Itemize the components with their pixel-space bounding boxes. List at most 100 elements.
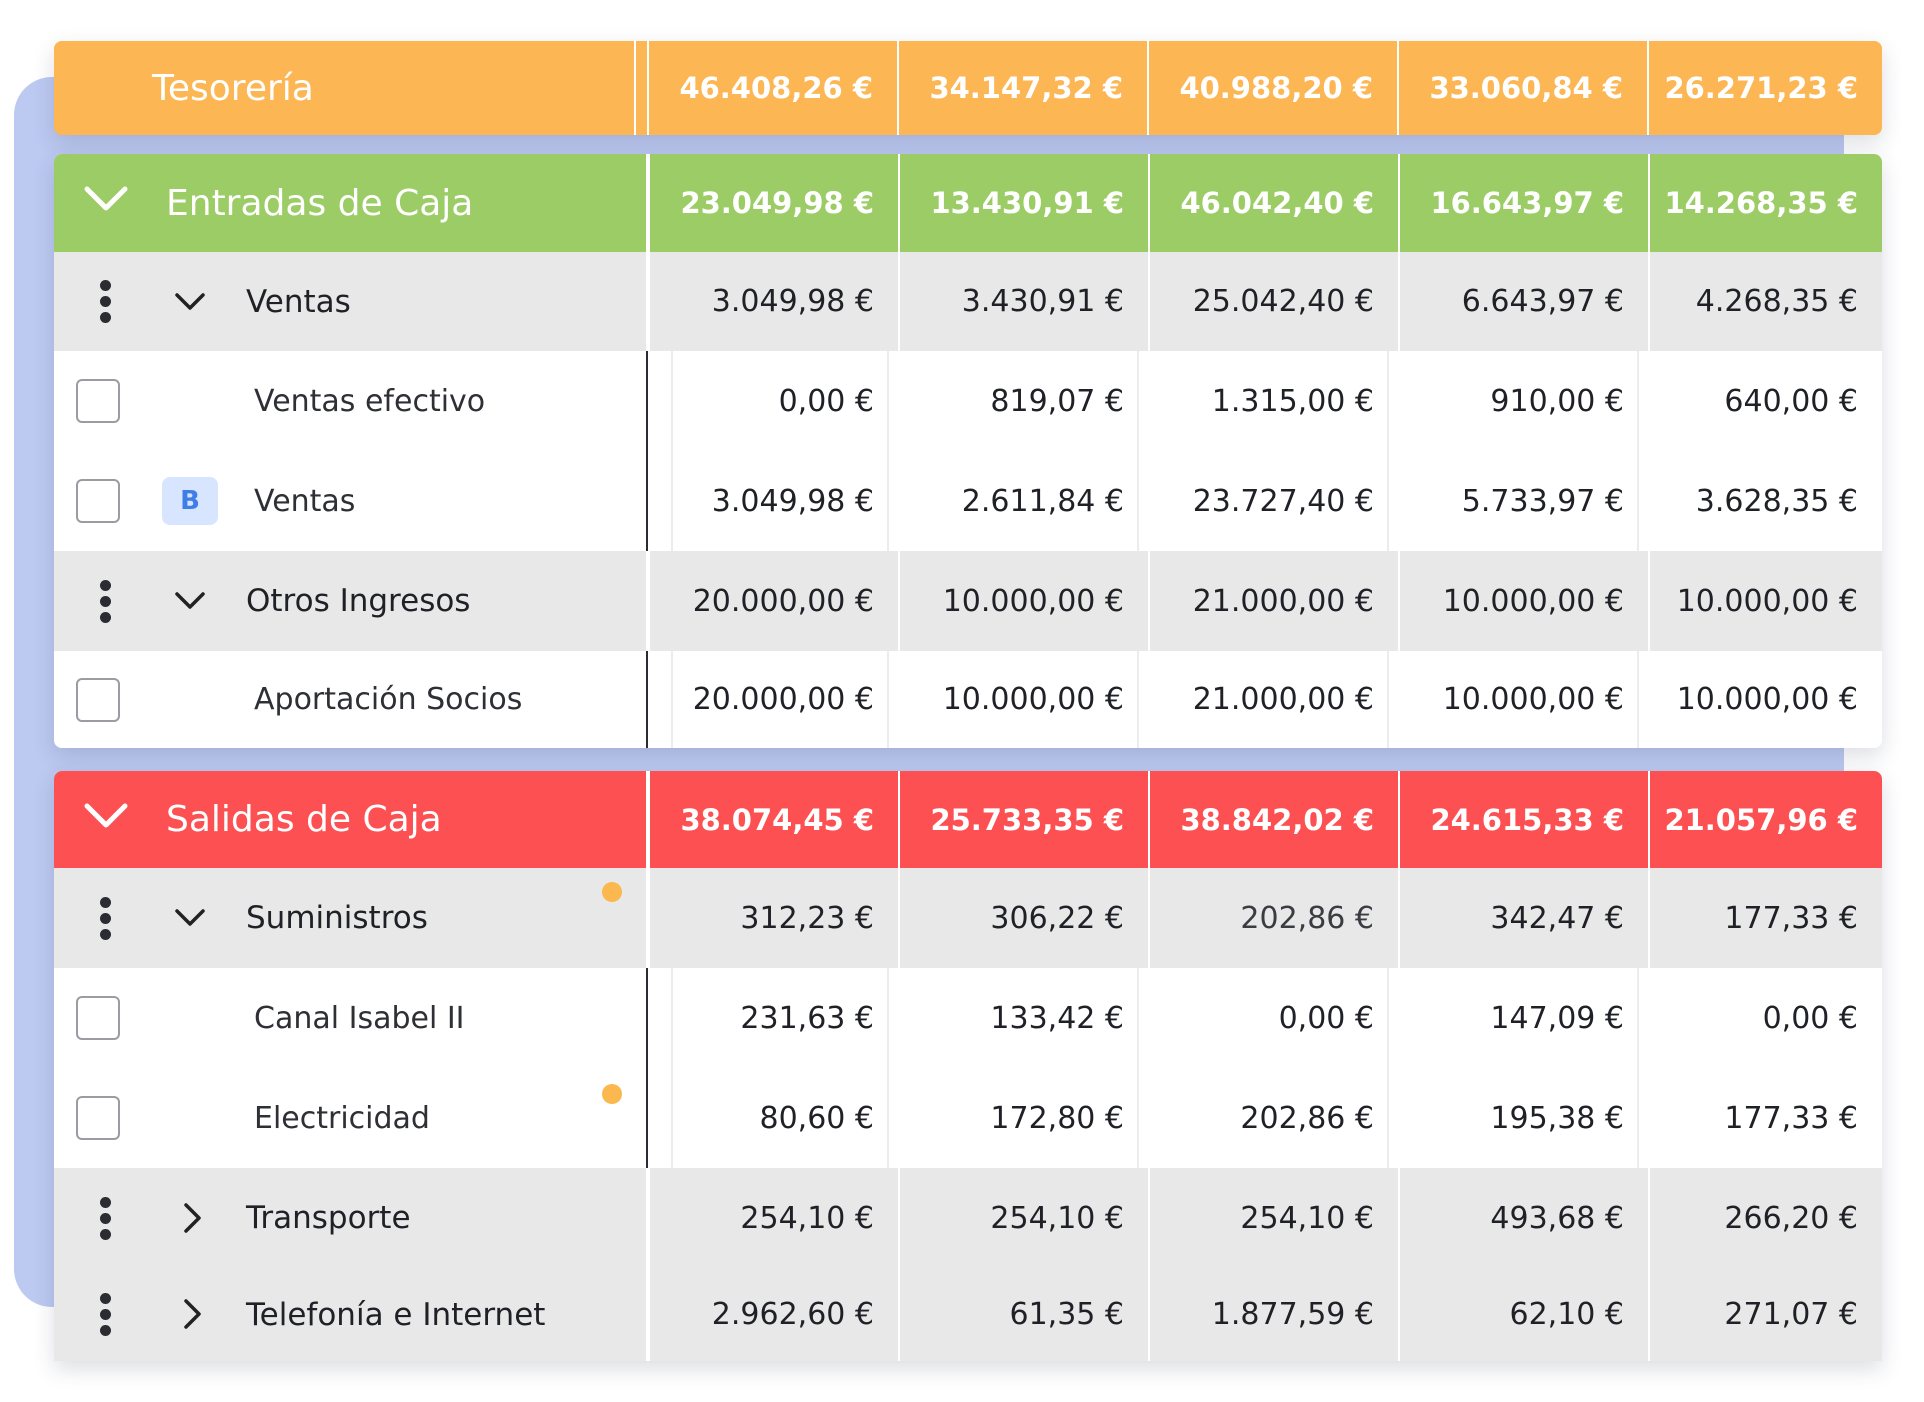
tesoreria-value: 46.408,26 € bbox=[647, 41, 897, 135]
group-value: 1.877,59 € bbox=[1148, 1268, 1398, 1361]
more-options-icon[interactable] bbox=[100, 868, 111, 968]
column-divider bbox=[1637, 351, 1639, 551]
row-checkbox[interactable] bbox=[76, 379, 120, 423]
group-label: Telefonía e Internet bbox=[246, 1296, 546, 1333]
column-divider bbox=[646, 651, 648, 748]
tesoreria-label: Tesorería bbox=[152, 67, 314, 109]
entradas-value: 16.643,97 € bbox=[1398, 154, 1648, 252]
column-divider bbox=[1387, 968, 1389, 1168]
entradas-label: Entradas de Caja bbox=[166, 182, 474, 224]
chevron-right-icon[interactable] bbox=[182, 1202, 204, 1234]
salidas-value: 25.733,35 € bbox=[898, 771, 1148, 868]
table-row[interactable] bbox=[54, 351, 1882, 551]
item-value: 910,00 € bbox=[1490, 383, 1624, 419]
more-options-icon[interactable] bbox=[100, 1268, 111, 1361]
more-options-icon[interactable] bbox=[100, 551, 111, 651]
entradas-header-row[interactable]: Entradas de Caja 23.049,98 € 13.430,91 €… bbox=[54, 154, 1882, 252]
item-value: 147,09 € bbox=[1490, 1000, 1624, 1036]
group-row-otros-ingresos[interactable]: Otros Ingresos 20.000,00 € 10.000,00 € 2… bbox=[54, 551, 1882, 651]
item-value: 202,86 € bbox=[1240, 1100, 1374, 1136]
item-value: 231,63 € bbox=[740, 1000, 874, 1036]
tesoreria-value: 26.271,23 € bbox=[1647, 41, 1882, 135]
column-divider bbox=[646, 154, 648, 252]
group-row-transporte[interactable]: Transporte 254,10 € 254,10 € 254,10 € 49… bbox=[54, 1168, 1882, 1268]
item-value: 10.000,00 € bbox=[942, 682, 1124, 717]
group-value: 342,47 € bbox=[1398, 868, 1648, 968]
group-value: 20.000,00 € bbox=[648, 551, 898, 651]
chevron-down-icon[interactable] bbox=[84, 801, 128, 831]
entradas-value: 14.268,35 € bbox=[1648, 154, 1882, 252]
column-divider bbox=[634, 41, 636, 135]
salidas-header-row[interactable]: Salidas de Caja 38.074,45 € 25.733,35 € … bbox=[54, 771, 1882, 868]
group-value: 177,33 € bbox=[1648, 868, 1882, 968]
chevron-right-icon[interactable] bbox=[182, 1298, 204, 1330]
group-value: 254,10 € bbox=[648, 1168, 898, 1268]
entradas-panel: Entradas de Caja 23.049,98 € 13.430,91 €… bbox=[54, 154, 1882, 748]
tesoreria-panel: Tesorería 46.408,26 € 34.147,32 € 40.988… bbox=[54, 41, 1882, 135]
column-divider bbox=[671, 968, 673, 1168]
row-checkbox[interactable] bbox=[76, 1096, 120, 1140]
group-label: Otros Ingresos bbox=[246, 583, 471, 619]
group-value: 10.000,00 € bbox=[898, 551, 1148, 651]
group-value: 271,07 € bbox=[1648, 1268, 1882, 1361]
group-value: 266,20 € bbox=[1648, 1168, 1882, 1268]
item-value: 640,00 € bbox=[1724, 383, 1858, 419]
salidas-value: 38.074,45 € bbox=[648, 771, 898, 868]
chevron-down-icon[interactable] bbox=[174, 292, 206, 314]
list-item[interactable]: Electricidad 80,60 € 172,80 € 202,86 € 1… bbox=[54, 1068, 1882, 1168]
item-label: Electricidad bbox=[254, 1100, 430, 1136]
chevron-down-icon[interactable] bbox=[174, 908, 206, 930]
column-divider bbox=[671, 651, 673, 748]
column-divider bbox=[887, 651, 889, 748]
row-checkbox[interactable] bbox=[76, 479, 120, 523]
item-label: Ventas efectivo bbox=[254, 383, 486, 419]
item-value: 177,33 € bbox=[1724, 1100, 1858, 1136]
column-divider bbox=[671, 351, 673, 551]
entradas-value: 46.042,40 € bbox=[1148, 154, 1398, 252]
more-options-icon[interactable] bbox=[100, 1168, 111, 1268]
column-divider bbox=[646, 1268, 648, 1361]
table-row[interactable] bbox=[54, 968, 1882, 1168]
item-value: 172,80 € bbox=[990, 1100, 1124, 1136]
group-value: 493,68 € bbox=[1398, 1168, 1648, 1268]
tesoreria-value: 40.988,20 € bbox=[1147, 41, 1397, 135]
item-value: 21.000,00 € bbox=[1192, 682, 1374, 717]
group-row-telefonia[interactable]: Telefonía e Internet 2.962,60 € 61,35 € … bbox=[54, 1268, 1882, 1361]
group-row-suministros[interactable]: Suministros 312,23 € 306,22 € 202,86 € 3… bbox=[54, 868, 1882, 968]
list-item[interactable]: B Ventas 3.049,98 € 2.611,84 € 23.727,40… bbox=[54, 451, 1882, 551]
item-value: 10.000,00 € bbox=[1676, 682, 1858, 717]
more-options-icon[interactable] bbox=[100, 252, 111, 351]
column-divider bbox=[646, 252, 648, 351]
item-value: 1.315,00 € bbox=[1211, 383, 1374, 419]
column-divider bbox=[1137, 651, 1139, 748]
item-value: 10.000,00 € bbox=[1442, 682, 1624, 717]
chevron-down-icon[interactable] bbox=[174, 591, 206, 613]
entradas-value: 13.430,91 € bbox=[898, 154, 1148, 252]
tesoreria-value: 33.060,84 € bbox=[1397, 41, 1647, 135]
row-checkbox[interactable] bbox=[76, 996, 120, 1040]
item-value: 819,07 € bbox=[990, 383, 1124, 419]
list-item[interactable]: Aportación Socios 20.000,00 € 10.000,00 … bbox=[54, 651, 1882, 748]
tesoreria-value: 34.147,32 € bbox=[897, 41, 1147, 135]
row-checkbox[interactable] bbox=[76, 678, 120, 722]
column-divider bbox=[1387, 351, 1389, 551]
group-row-ventas[interactable]: Ventas 3.049,98 € 3.430,91 € 25.042,40 €… bbox=[54, 252, 1882, 351]
column-divider bbox=[887, 968, 889, 1168]
column-divider bbox=[646, 351, 648, 551]
tesoreria-row[interactable]: Tesorería 46.408,26 € 34.147,32 € 40.988… bbox=[54, 41, 1882, 135]
item-value: 2.611,84 € bbox=[961, 483, 1124, 519]
list-item[interactable]: Ventas efectivo 0,00 € 819,07 € 1.315,00… bbox=[54, 351, 1882, 451]
group-value: 3.430,91 € bbox=[898, 252, 1148, 351]
group-value: 6.643,97 € bbox=[1398, 252, 1648, 351]
column-divider bbox=[646, 1168, 648, 1268]
chevron-down-icon[interactable] bbox=[84, 184, 128, 214]
salidas-panel: Salidas de Caja 38.074,45 € 25.733,35 € … bbox=[54, 771, 1882, 1361]
group-value: 254,10 € bbox=[898, 1168, 1148, 1268]
item-value: 0,00 € bbox=[778, 383, 874, 419]
item-label: Canal Isabel II bbox=[254, 1000, 465, 1036]
list-item[interactable]: Canal Isabel II 231,63 € 133,42 € 0,00 €… bbox=[54, 968, 1882, 1068]
column-divider bbox=[646, 551, 648, 651]
salidas-value: 38.842,02 € bbox=[1148, 771, 1398, 868]
group-value: 4.268,35 € bbox=[1648, 252, 1882, 351]
item-value: 5.733,97 € bbox=[1461, 483, 1624, 519]
